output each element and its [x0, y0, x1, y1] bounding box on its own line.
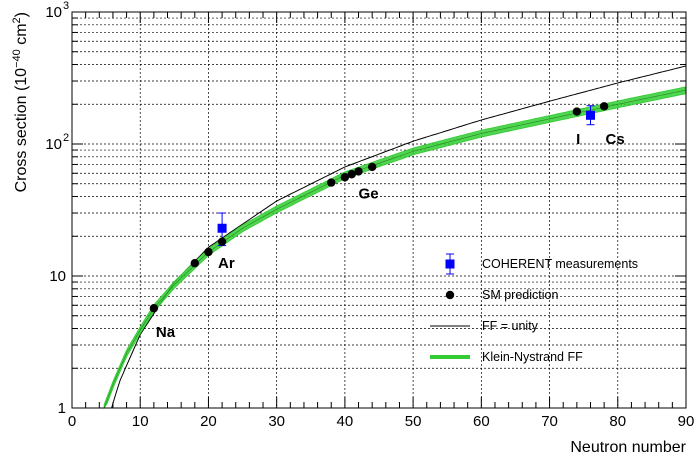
sm-prediction-marker: [599, 102, 609, 111]
legend-band-marker: [430, 355, 470, 359]
klein-nystrand-center-line: [103, 89, 687, 409]
x-tick-label: 70: [541, 413, 558, 430]
isotope-label: Cs: [605, 131, 624, 148]
isotope-label: Ge: [359, 186, 379, 203]
y-tick-label: 1: [58, 400, 66, 417]
sm-prediction-marker: [572, 107, 582, 116]
y-axis-title-exponent: −40: [11, 49, 23, 68]
x-tick-label: 10: [132, 413, 149, 430]
sm-prediction-marker: [347, 170, 356, 179]
legend-label: SM prediction: [482, 288, 558, 302]
y-axis-title-prefix: Cross section (10: [13, 68, 30, 193]
x-tick-label: 30: [268, 413, 285, 430]
x-tick-label: 20: [200, 413, 217, 430]
legend-square-marker: [445, 259, 455, 269]
legend: COHERENT measurements SM prediction FF = u…: [430, 253, 638, 364]
sm-prediction-marker: [190, 259, 199, 268]
isotope-label: Ar: [218, 255, 235, 272]
x-tick-label: 80: [609, 413, 626, 430]
sm-prediction-marker: [204, 247, 213, 257]
coherent-measurement-marker: [217, 223, 227, 233]
sm-prediction-marker: [367, 162, 377, 172]
sm-prediction-marker: [340, 173, 350, 182]
y-axis-title-suffix: ): [13, 12, 30, 17]
points-layer: [149, 102, 609, 313]
x-tick-label: 90: [678, 413, 695, 430]
x-tick-label: 60: [473, 413, 490, 430]
isotope-labels: Na Ar Ge I Cs: [156, 131, 625, 341]
sm-prediction-marker: [354, 167, 363, 176]
x-tick-label: 0: [68, 413, 76, 430]
y-axis-title-unit-exponent: 2: [11, 17, 23, 23]
legend-label: FF = unity: [482, 319, 539, 333]
sm-prediction-marker: [149, 304, 159, 313]
x-tick-label: 50: [405, 413, 422, 430]
legend-circle-marker: [445, 290, 455, 300]
y-tick-label: 10: [49, 268, 66, 285]
y-axis-title-unit: cm: [13, 23, 30, 49]
legend-label: COHERENT measurements: [482, 257, 638, 271]
x-tick-label: 40: [337, 413, 354, 430]
isotope-label: Na: [156, 324, 176, 341]
y-tick-exponent: 2: [63, 132, 69, 144]
coherent-measurement-marker: [585, 110, 595, 120]
y-tick-label: 10: [45, 4, 62, 21]
sm-prediction-marker: [217, 237, 227, 246]
plot-frame: [71, 11, 687, 409]
sm-prediction-marker: [327, 178, 336, 187]
plot-border: [71, 11, 687, 409]
y-tick-exponent: 3: [63, 0, 69, 12]
y-tick-label: 10: [45, 136, 62, 153]
y-axis-title: Cross section (10−40 cm2): [11, 12, 30, 192]
isotope-label: I: [576, 131, 580, 148]
x-axis-title: Neutron number: [570, 439, 686, 456]
legend-label: Klein-Nystrand FF: [482, 350, 583, 364]
